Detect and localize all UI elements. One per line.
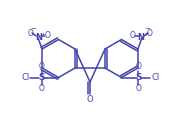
Text: S: S: [38, 73, 45, 82]
Text: N: N: [137, 33, 144, 42]
Text: O: O: [44, 31, 50, 41]
Text: −: −: [30, 26, 36, 32]
Text: Cl: Cl: [151, 73, 160, 82]
Text: S: S: [135, 73, 142, 82]
Text: O: O: [135, 84, 141, 93]
Text: N: N: [36, 33, 43, 42]
Text: +: +: [40, 31, 46, 37]
Text: O: O: [39, 62, 44, 71]
Text: O: O: [87, 95, 93, 103]
Text: O: O: [147, 29, 153, 38]
Text: Cl: Cl: [21, 73, 30, 82]
Text: +: +: [143, 31, 149, 37]
Text: O: O: [39, 84, 44, 93]
Text: O: O: [27, 29, 33, 38]
Text: O: O: [135, 62, 141, 71]
Text: −: −: [144, 26, 150, 32]
Text: O: O: [130, 31, 136, 41]
